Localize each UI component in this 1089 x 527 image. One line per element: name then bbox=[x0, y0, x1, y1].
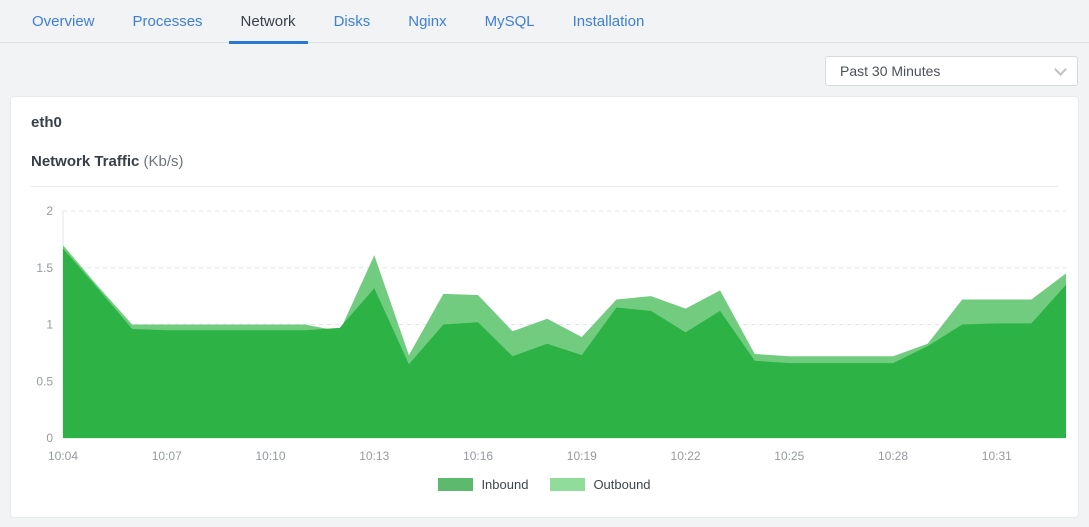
legend-inbound-label: Inbound bbox=[481, 476, 529, 492]
inbound-swatch-icon bbox=[438, 477, 474, 491]
tab-disks-label: Disks bbox=[333, 12, 371, 30]
chevron-down-icon bbox=[1054, 62, 1067, 76]
legend-outbound-label: Outbound bbox=[593, 476, 651, 492]
interface-title: eth0 bbox=[31, 114, 62, 131]
x-axis-tick-label: 10:19 bbox=[567, 449, 597, 463]
tab-installation-label: Installation bbox=[572, 12, 645, 30]
tab-bar: Overview Processes Network Disks Nginx M… bbox=[0, 0, 1089, 44]
tab-nginx[interactable]: Nginx bbox=[396, 0, 458, 43]
tab-nginx-label: Nginx bbox=[408, 12, 447, 30]
chart-title: Network Traffic (Kb/s) bbox=[31, 153, 184, 170]
tab-overview-label: Overview bbox=[32, 12, 95, 30]
x-axis-tick-label: 10:16 bbox=[463, 449, 493, 463]
outbound-swatch-icon bbox=[550, 477, 586, 491]
y-axis-tick-label: 0 bbox=[46, 431, 53, 445]
y-axis-tick-label: 0.5 bbox=[36, 374, 53, 388]
active-tab-underline bbox=[228, 40, 308, 44]
y-axis-tick-label: 1.5 bbox=[36, 261, 53, 275]
y-axis-tick-label: 2 bbox=[46, 204, 53, 218]
time-range-dropdown[interactable]: Past 30 Minutes bbox=[825, 56, 1078, 86]
x-axis-tick-label: 10:31 bbox=[982, 449, 1012, 463]
network-interface-card: eth0 Network Traffic (Kb/s) 0 0.5 1 1.5 2 10:… bbox=[10, 96, 1079, 518]
tab-overview[interactable]: Overview bbox=[20, 0, 107, 43]
network-traffic-chart: 0 0.5 1 1.5 2 10:04 10:07 10:10 10:13 10:16 10:19 1… bbox=[36, 204, 1066, 463]
x-axis-tick-label: 10:25 bbox=[774, 449, 804, 463]
heading-divider bbox=[31, 186, 1058, 187]
inbound-area bbox=[63, 248, 1066, 438]
x-axis-tick-label: 10:04 bbox=[48, 449, 78, 463]
chart-legend: Inbound Outbound bbox=[11, 474, 1078, 494]
tab-network[interactable]: Network bbox=[228, 0, 308, 44]
legend-item-outbound[interactable]: Outbound bbox=[550, 476, 651, 492]
tab-network-label: Network bbox=[240, 12, 296, 30]
y-axis-tick-label: 1 bbox=[46, 318, 53, 332]
legend-item-inbound[interactable]: Inbound bbox=[438, 477, 528, 492]
chart-title-text: Network Traffic bbox=[31, 153, 140, 170]
tab-mysql-label: MySQL bbox=[484, 12, 535, 30]
x-axis-tick-label: 10:10 bbox=[256, 449, 286, 463]
x-axis-tick-label: 10:22 bbox=[671, 449, 701, 463]
time-range-value: Past 30 Minutes bbox=[840, 63, 941, 79]
chart-title-unit: (Kb/s) bbox=[143, 153, 184, 170]
x-axis-tick-label: 10:13 bbox=[359, 449, 389, 463]
x-axis-tick-label: 10:28 bbox=[878, 449, 908, 463]
tab-installation[interactable]: Installation bbox=[561, 0, 657, 43]
x-axis-tick-label: 10:07 bbox=[152, 449, 182, 463]
tab-disks[interactable]: Disks bbox=[322, 0, 383, 43]
tab-processes[interactable]: Processes bbox=[121, 0, 215, 43]
tab-mysql[interactable]: MySQL bbox=[473, 0, 547, 43]
tab-processes-label: Processes bbox=[132, 12, 203, 30]
